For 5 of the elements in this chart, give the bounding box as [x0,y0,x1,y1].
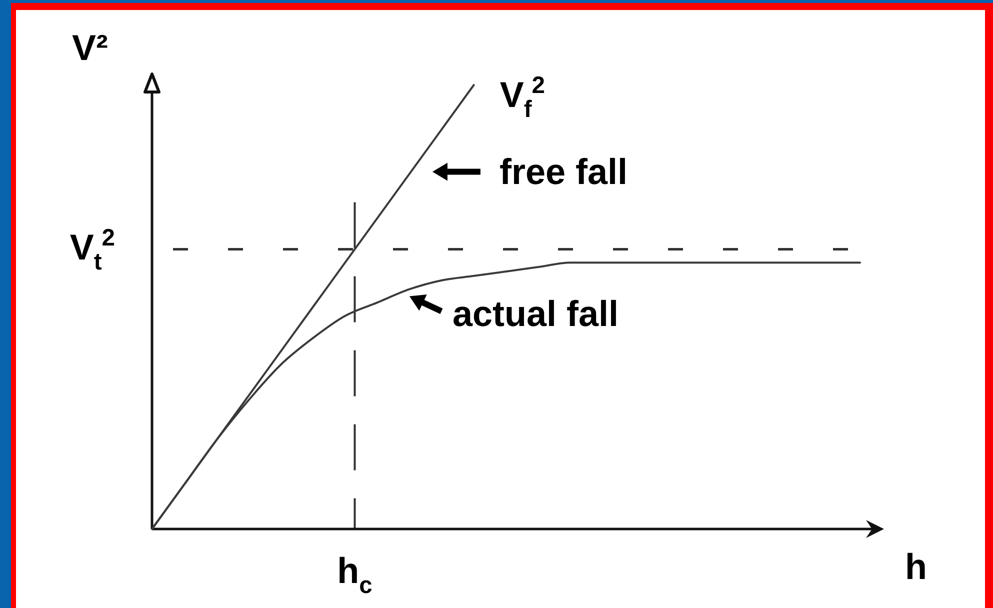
text: h$_{c}$ [337,550,372,599]
series-label: free fall [499,150,628,192]
x-axis-title: h [905,546,927,587]
y-axis-title: V² [72,27,108,68]
series-label: actual fall [452,293,619,334]
